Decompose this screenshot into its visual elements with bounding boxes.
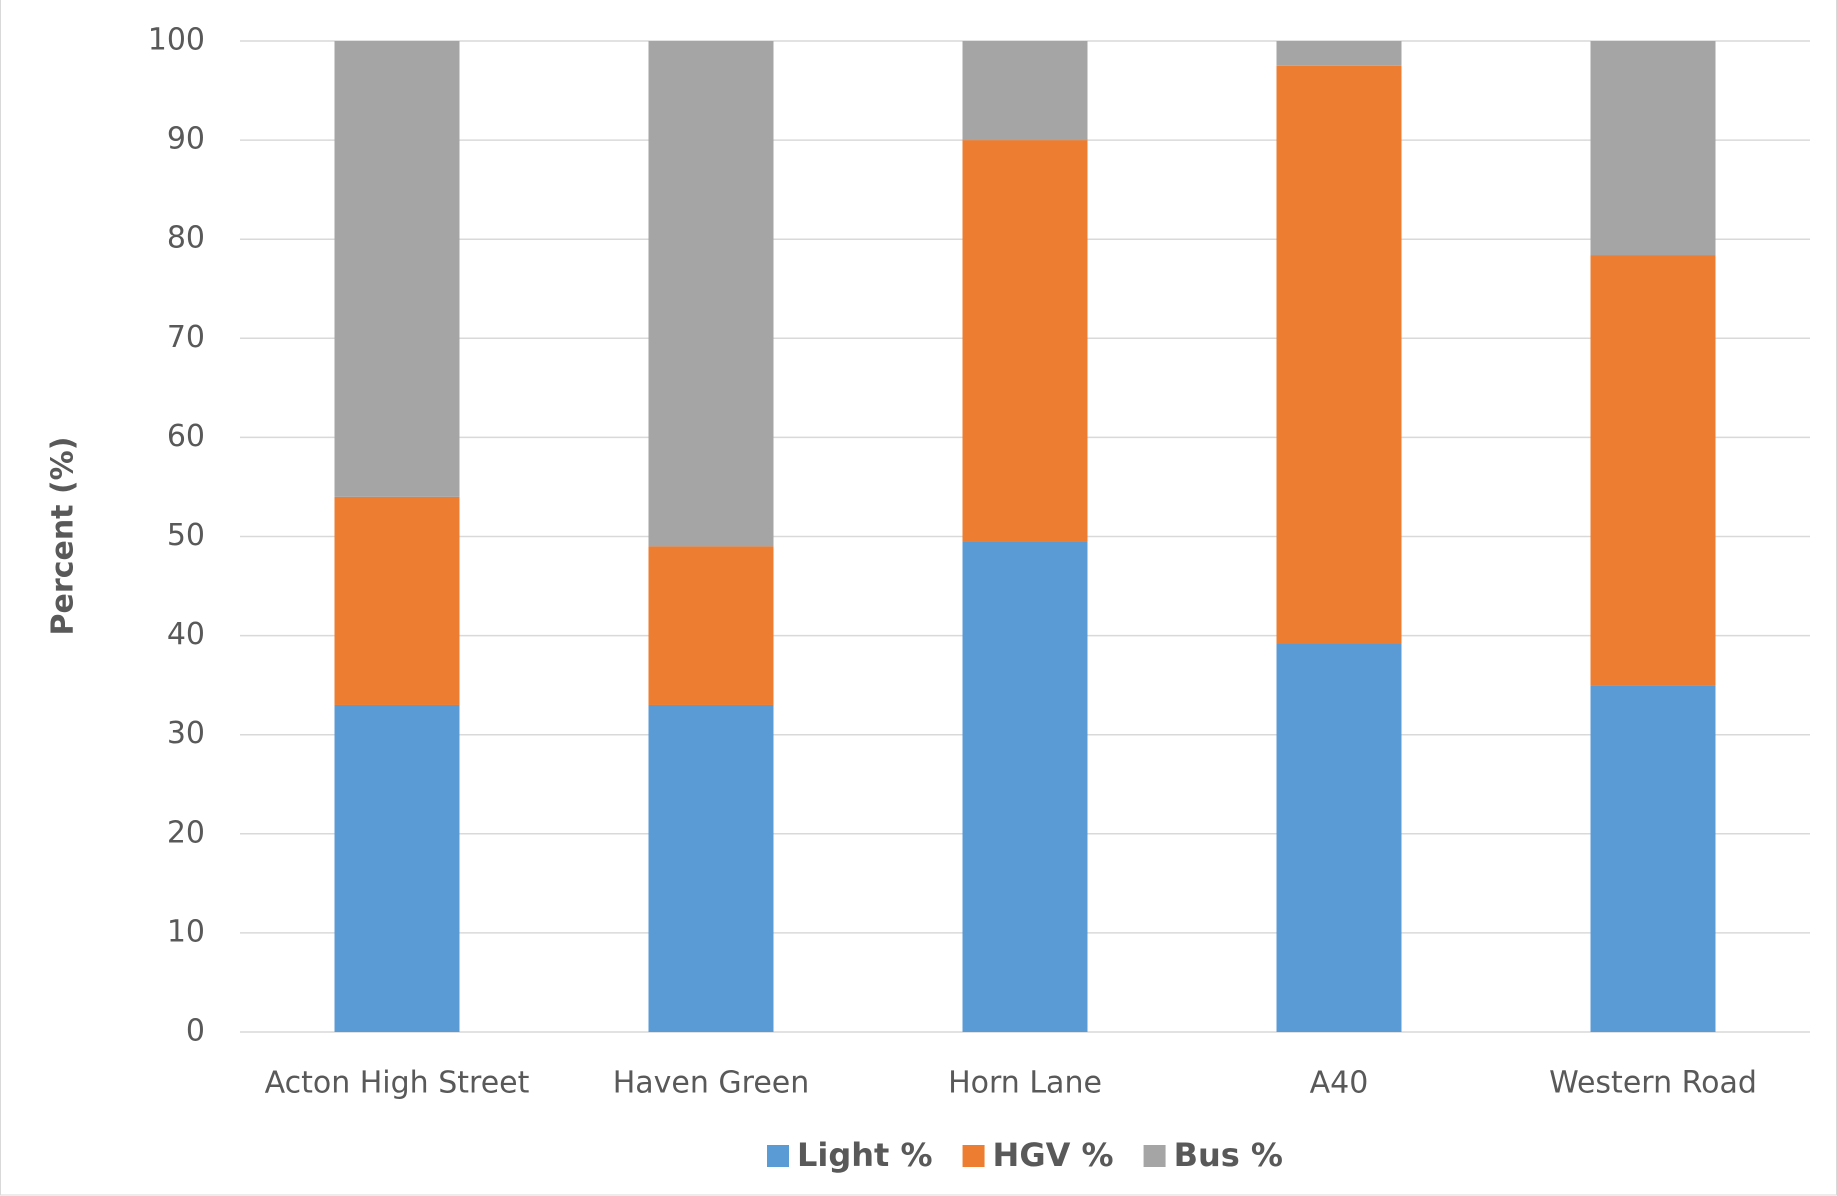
bar-segment — [1590, 685, 1716, 1032]
y-tick-label: 100 — [148, 23, 205, 58]
y-tick-label: 50 — [167, 518, 205, 553]
y-tick-label: 20 — [167, 815, 205, 850]
bar-segment — [962, 140, 1088, 542]
legend-swatch — [767, 1145, 790, 1167]
x-tick-label: A40 — [1310, 1066, 1369, 1101]
legend-label: Bus % — [1174, 1136, 1283, 1174]
x-tick-label: Western Road — [1549, 1066, 1757, 1101]
legend-label: HGV % — [993, 1136, 1114, 1174]
y-tick-label: 70 — [167, 320, 205, 355]
y-tick-label: 60 — [167, 419, 205, 454]
y-tick-label: 90 — [167, 122, 205, 157]
bar-segment — [962, 41, 1088, 141]
y-tick-label: 80 — [167, 221, 205, 256]
y-tick-label: 30 — [167, 716, 205, 751]
bar-segment — [1276, 65, 1402, 644]
bar-segment — [1590, 41, 1716, 256]
x-tick-label: Acton High Street — [265, 1066, 530, 1101]
bar-segment — [1590, 255, 1716, 686]
bar-segment — [648, 41, 774, 547]
bar-segment — [334, 704, 460, 1032]
bar-segment — [1276, 41, 1402, 66]
legend-swatch — [962, 1145, 985, 1167]
bar-segment — [648, 704, 774, 1032]
y-tick-label: 0 — [186, 1014, 205, 1049]
legend-swatch — [1143, 1145, 1166, 1167]
bar-segment — [334, 41, 460, 497]
bar-segment — [962, 541, 1088, 1032]
bar-segment — [1276, 643, 1402, 1032]
y-axis-label: Percent (%) — [46, 437, 81, 636]
y-tick-label: 10 — [167, 914, 205, 949]
bar-segment — [648, 546, 774, 705]
bar-segment — [334, 496, 460, 705]
legend-label: Light % — [797, 1136, 933, 1174]
x-tick-label: Haven Green — [613, 1066, 810, 1101]
y-tick-label: 40 — [167, 617, 205, 652]
x-tick-label: Horn Lane — [948, 1066, 1102, 1101]
